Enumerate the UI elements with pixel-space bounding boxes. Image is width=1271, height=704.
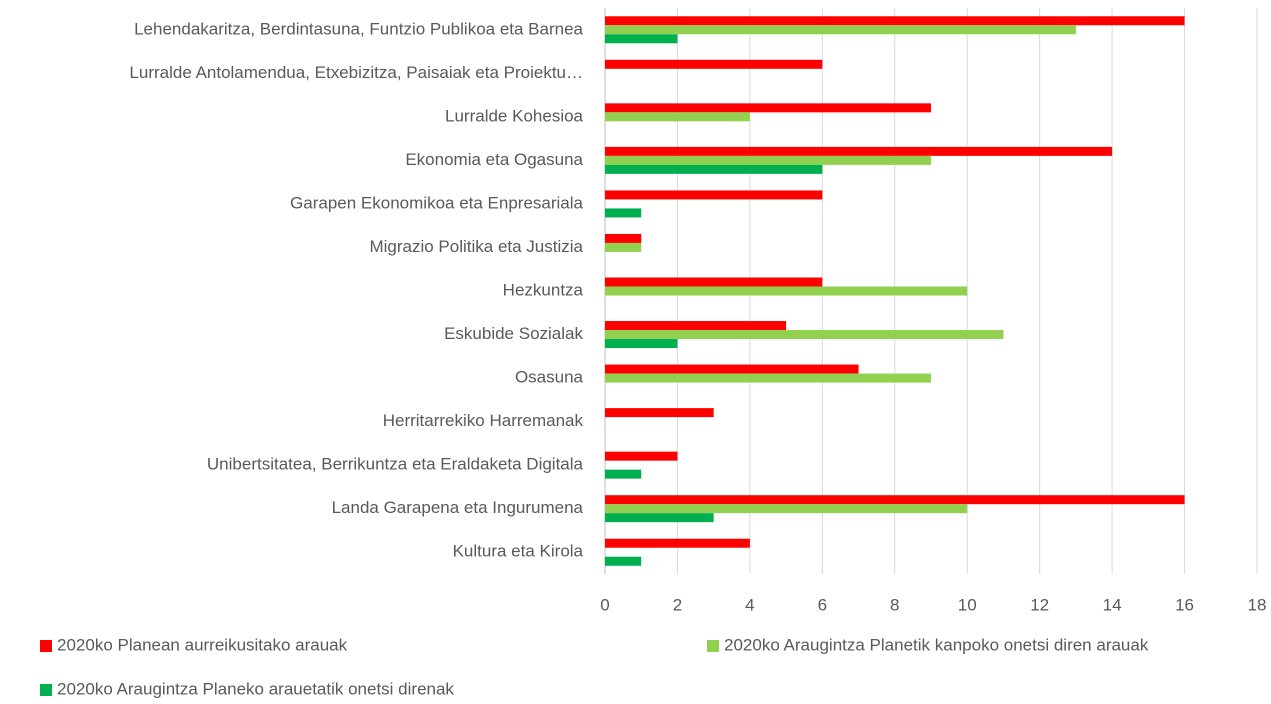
bar — [605, 408, 714, 418]
bar — [605, 155, 931, 165]
bar — [605, 242, 642, 252]
y-tick-label: Unibertsitatea, Berrikuntza eta Eraldake… — [207, 455, 584, 474]
y-tick-label: Eskubide Sozialak — [444, 324, 583, 343]
bar — [605, 286, 968, 296]
legend-swatch — [707, 640, 719, 652]
y-tick-label: Kultura eta Kirola — [453, 542, 584, 561]
bar — [605, 451, 678, 461]
x-tick-label: 16 — [1175, 595, 1194, 614]
bar — [605, 233, 642, 243]
bar — [605, 164, 823, 174]
bar — [605, 112, 750, 122]
bar — [605, 190, 823, 200]
bar — [605, 34, 678, 44]
bar — [605, 469, 642, 479]
y-tick-label: Osasuna — [515, 368, 584, 387]
legend-label: 2020ko Araugintza Planeko arauetatik one… — [57, 679, 454, 698]
y-tick-label: Ekonomia eta Ogasuna — [405, 150, 583, 169]
x-tick-label: 4 — [745, 595, 754, 614]
x-tick-label: 2 — [673, 595, 682, 614]
x-tick-label: 14 — [1103, 595, 1122, 614]
bar — [605, 364, 859, 374]
bar — [605, 538, 750, 548]
bar — [605, 321, 787, 331]
x-tick-label: 12 — [1030, 595, 1049, 614]
bar — [605, 330, 1004, 340]
y-tick-label: Lurralde Antolamendua, Etxebizitza, Pais… — [129, 63, 583, 82]
legend-label: 2020ko Planean aurreikusitako arauak — [57, 635, 348, 654]
x-tick-label: 0 — [600, 595, 609, 614]
bar — [605, 208, 642, 218]
bar — [605, 495, 1185, 505]
y-tick-label: Lehendakaritza, Berdintasuna, Funtzio Pu… — [134, 19, 583, 38]
y-tick-label: Garapen Ekonomikoa eta Enpresariala — [290, 193, 583, 212]
x-tick-label: 18 — [1248, 595, 1267, 614]
bar — [605, 277, 823, 287]
y-tick-label: Lurralde Kohesioa — [445, 106, 584, 125]
legend-label: 2020ko Araugintza Planetik kanpoko onets… — [724, 635, 1149, 654]
bar — [605, 146, 1113, 156]
bar — [605, 59, 823, 69]
x-tick-label: 10 — [958, 595, 977, 614]
x-tick-label: 6 — [818, 595, 827, 614]
bar — [605, 373, 931, 383]
bar — [605, 504, 968, 514]
legend-swatch — [40, 640, 52, 652]
y-tick-label: Hezkuntza — [503, 280, 584, 299]
y-tick-label: Landa Garapena eta Ingurumena — [332, 498, 584, 517]
bar — [605, 513, 714, 523]
x-tick-label: 8 — [890, 595, 899, 614]
bar — [605, 556, 642, 566]
bar — [605, 103, 931, 113]
bar — [605, 339, 678, 349]
y-tick-label: Herritarrekiko Harremanak — [383, 411, 584, 430]
bar — [605, 16, 1185, 26]
bar — [605, 25, 1076, 35]
y-tick-label: Migrazio Politika eta Justizia — [369, 237, 583, 256]
legend-swatch — [40, 684, 52, 696]
